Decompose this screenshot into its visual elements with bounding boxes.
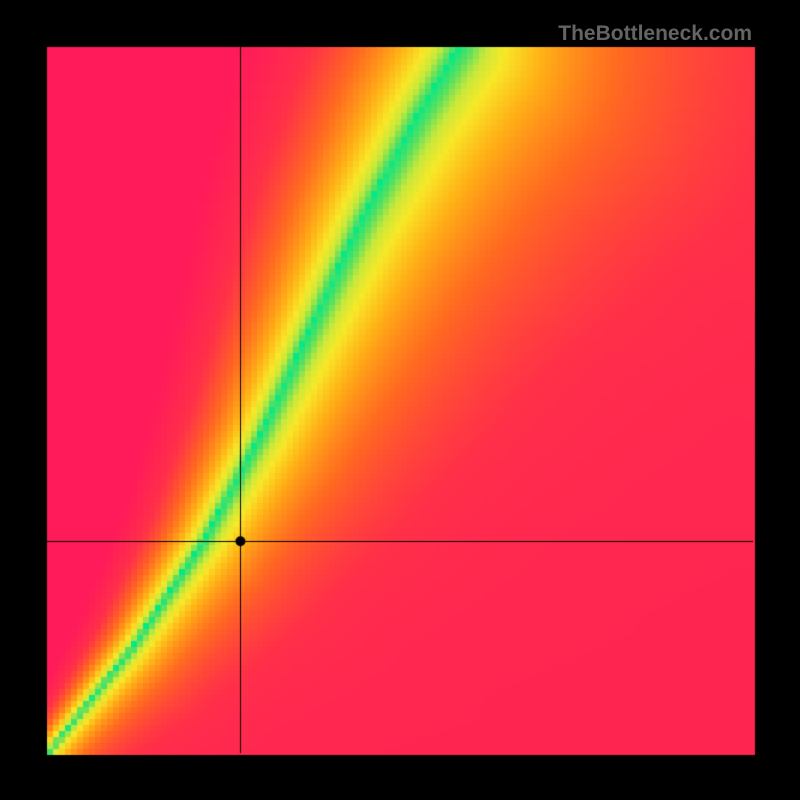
chart-container: TheBottleneck.com <box>0 0 800 800</box>
watermark-text: TheBottleneck.com <box>558 22 752 46</box>
bottleneck-heatmap <box>0 0 800 800</box>
